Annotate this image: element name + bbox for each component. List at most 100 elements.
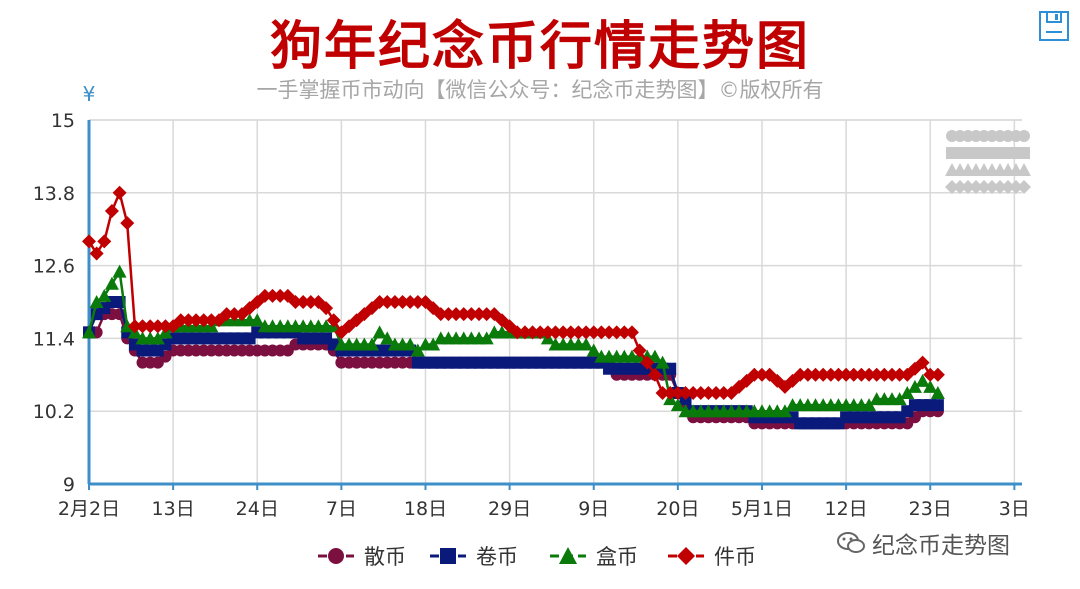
data-point bbox=[303, 295, 318, 309]
data-point bbox=[410, 343, 425, 357]
data-point bbox=[923, 379, 938, 393]
data-point bbox=[380, 331, 395, 345]
data-point bbox=[777, 404, 792, 418]
data-point bbox=[632, 343, 647, 358]
data-point bbox=[250, 313, 265, 327]
data-point bbox=[135, 319, 150, 334]
data-point bbox=[464, 307, 479, 322]
data-point bbox=[372, 325, 387, 339]
data-point bbox=[143, 319, 158, 334]
data-point bbox=[624, 325, 639, 340]
data-point bbox=[296, 295, 311, 309]
data-point bbox=[647, 367, 662, 382]
data-point bbox=[82, 325, 96, 339]
data-point bbox=[655, 355, 670, 369]
data-point bbox=[120, 216, 135, 231]
data-point bbox=[617, 325, 632, 340]
data-point bbox=[89, 295, 104, 308]
y-tick-label: 15 bbox=[51, 110, 75, 132]
save-icon bbox=[1039, 11, 1069, 41]
chart-subtitle: 一手掌握币市动向【微信公众号：纪念币走势图】©版权所有 bbox=[256, 78, 824, 102]
x-tick-label: 3日 bbox=[999, 498, 1030, 520]
data-point bbox=[647, 349, 662, 363]
data-point bbox=[510, 325, 525, 340]
data-point bbox=[410, 295, 425, 309]
data-point bbox=[364, 337, 379, 351]
data-point bbox=[586, 325, 601, 340]
data-point bbox=[923, 367, 938, 382]
data-point bbox=[869, 367, 884, 382]
data-point bbox=[892, 392, 907, 406]
menu-glyph bbox=[985, 180, 999, 194]
data-point bbox=[472, 307, 487, 322]
data-point bbox=[915, 373, 930, 387]
data-point bbox=[884, 367, 899, 382]
data-point bbox=[915, 355, 930, 370]
data-point bbox=[862, 367, 877, 382]
data-point bbox=[150, 331, 165, 345]
data-point bbox=[686, 386, 701, 400]
data-point bbox=[326, 313, 341, 328]
data-point bbox=[387, 295, 402, 309]
x-tick-label: 7日 bbox=[326, 498, 357, 520]
data-point bbox=[931, 399, 944, 412]
data-point bbox=[112, 185, 127, 200]
data-point bbox=[456, 307, 471, 322]
data-point bbox=[403, 337, 418, 351]
y-unit-label: ¥ bbox=[83, 82, 96, 106]
legend-marker-散币 bbox=[328, 548, 344, 564]
data-point bbox=[701, 386, 716, 400]
wechat-icon bbox=[837, 532, 865, 553]
data-point bbox=[104, 204, 119, 218]
data-point bbox=[82, 234, 96, 249]
data-point bbox=[571, 325, 586, 340]
data-point bbox=[716, 386, 731, 400]
data-point bbox=[816, 367, 831, 382]
legend-label-件币: 件币 bbox=[714, 545, 756, 569]
data-point bbox=[907, 379, 922, 393]
chart-title: 狗年纪念币行情走势图 bbox=[269, 17, 810, 77]
data-point bbox=[808, 367, 823, 382]
data-point bbox=[372, 295, 387, 309]
data-point bbox=[449, 307, 464, 322]
data-point bbox=[823, 367, 838, 382]
x-tick-label: 13日 bbox=[152, 498, 195, 520]
data-point bbox=[609, 325, 624, 340]
menu-glyph bbox=[961, 180, 975, 194]
y-tick-label: 10.2 bbox=[33, 401, 75, 423]
data-point bbox=[181, 313, 196, 328]
menu-glyph bbox=[953, 180, 967, 194]
data-point bbox=[219, 307, 234, 322]
data-point bbox=[754, 367, 769, 382]
data-point bbox=[173, 313, 188, 328]
legend-marker-件币 bbox=[677, 547, 695, 565]
watermark-text: 纪念币走势图 bbox=[872, 533, 1010, 559]
data-point bbox=[747, 367, 762, 382]
menu-glyph bbox=[1017, 180, 1031, 194]
y-tick-label: 9 bbox=[63, 474, 75, 496]
data-point bbox=[112, 264, 127, 278]
x-tick-label: 5月1日 bbox=[731, 498, 793, 520]
data-point bbox=[196, 313, 211, 328]
y-tick-label: 12.6 bbox=[33, 256, 75, 278]
menu-icon[interactable] bbox=[945, 130, 1031, 194]
data-point bbox=[441, 307, 456, 322]
data-point bbox=[158, 319, 173, 334]
data-point bbox=[839, 367, 854, 382]
data-point bbox=[517, 325, 532, 340]
legend-label-散币: 散币 bbox=[364, 545, 406, 569]
menu-glyph bbox=[993, 180, 1007, 194]
data-point bbox=[556, 325, 571, 340]
data-point bbox=[602, 325, 617, 340]
x-tick-label: 2月2日 bbox=[58, 498, 120, 520]
save-button[interactable] bbox=[1038, 10, 1070, 42]
x-tick-label: 24日 bbox=[236, 498, 279, 520]
data-point bbox=[709, 386, 724, 400]
data-point bbox=[930, 386, 945, 399]
data-point bbox=[540, 325, 555, 340]
legend-marker-卷币 bbox=[440, 548, 456, 564]
data-point bbox=[579, 337, 594, 351]
data-point bbox=[97, 234, 112, 249]
menu-glyph bbox=[1018, 130, 1030, 142]
